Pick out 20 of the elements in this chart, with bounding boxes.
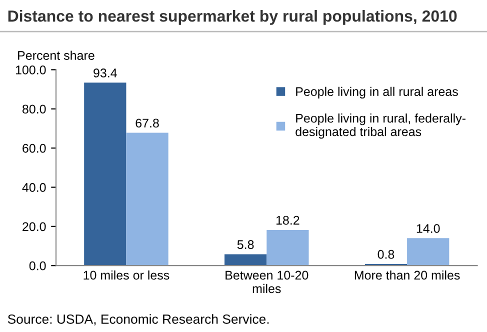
data-label: 0.8 xyxy=(378,250,394,259)
legend-label: People living in rural, federally- designated tribal areas xyxy=(296,114,466,139)
x-tick-label: More than 20 miles xyxy=(354,270,460,280)
x-tick-label: Between 10-20 miles xyxy=(226,270,308,294)
y-tick-label: 60.0 xyxy=(22,144,46,153)
y-tick-label: 100.0 xyxy=(16,66,46,74)
chart-title: Distance to nearest supermarket by rural populations, 2010 xyxy=(8,10,457,25)
data-label: 5.8 xyxy=(237,240,254,249)
x-tick-label: 10 miles or less xyxy=(84,270,170,280)
legend-label: People living in all rural areas xyxy=(296,86,458,98)
y-axis-title: Percent share xyxy=(18,50,94,60)
data-label: 67.8 xyxy=(136,118,159,128)
data-label: 93.4 xyxy=(94,68,117,78)
source-note: Source: USDA, Economic Research Service. xyxy=(8,314,269,326)
y-tick-label: 80.0 xyxy=(22,104,46,114)
y-tick-label: 20.0 xyxy=(22,222,46,232)
y-tick-label: 40.0 xyxy=(22,183,46,192)
y-tick-label: 0.0 xyxy=(29,261,46,270)
data-label: 14.0 xyxy=(416,224,440,233)
data-label: 18.2 xyxy=(276,216,300,225)
